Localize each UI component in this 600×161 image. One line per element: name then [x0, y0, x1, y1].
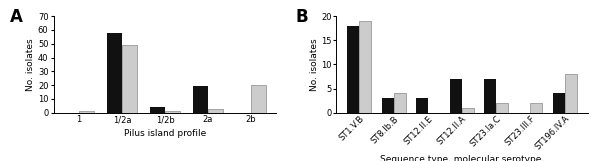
- X-axis label: Sequence type, molecular serotype,
PI-2a allele: Sequence type, molecular serotype, PI-2a…: [380, 155, 544, 161]
- Y-axis label: No. isolates: No. isolates: [310, 38, 319, 91]
- Bar: [450, 79, 462, 113]
- Bar: [484, 79, 496, 113]
- Bar: [359, 21, 371, 113]
- Bar: [208, 109, 223, 113]
- Bar: [107, 33, 122, 113]
- Bar: [251, 85, 266, 113]
- Bar: [565, 74, 577, 113]
- Bar: [496, 103, 508, 113]
- Bar: [382, 98, 394, 113]
- Bar: [416, 98, 428, 113]
- X-axis label: Pilus island profile: Pilus island profile: [124, 129, 206, 138]
- Bar: [79, 111, 94, 113]
- Bar: [530, 103, 542, 113]
- Bar: [122, 45, 137, 113]
- Bar: [394, 93, 406, 113]
- Y-axis label: No. isolates: No. isolates: [26, 38, 35, 91]
- Bar: [150, 107, 165, 113]
- Text: A: A: [10, 8, 22, 26]
- Bar: [193, 86, 208, 113]
- Text: B: B: [296, 8, 308, 26]
- Bar: [462, 108, 474, 113]
- Bar: [553, 93, 565, 113]
- Bar: [347, 26, 359, 113]
- Bar: [165, 111, 180, 113]
